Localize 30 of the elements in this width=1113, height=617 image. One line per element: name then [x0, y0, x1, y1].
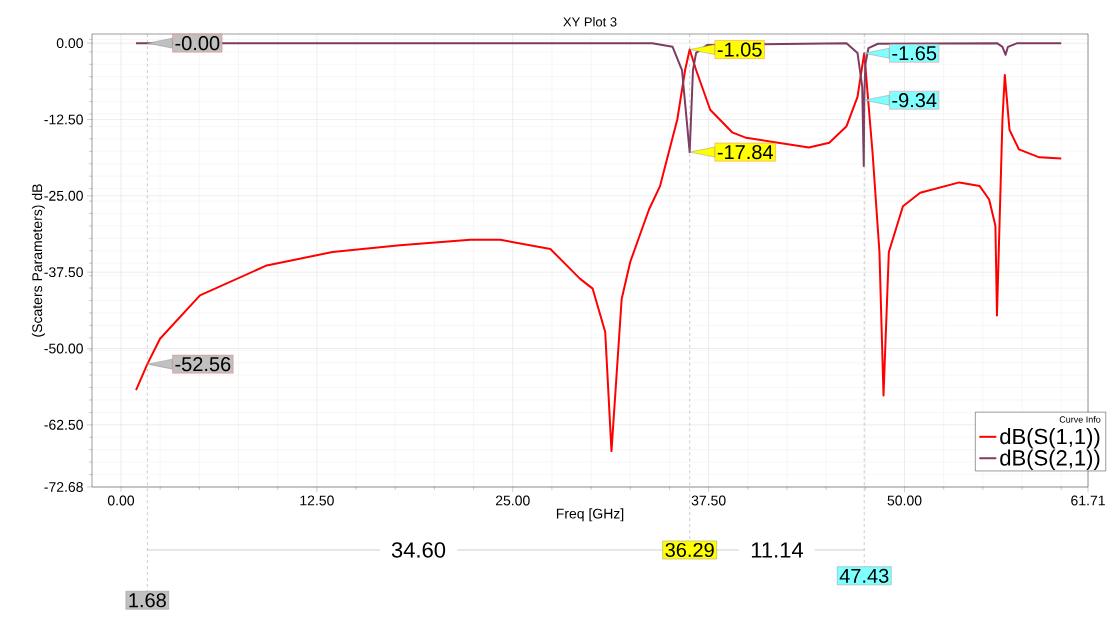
- y-tick-label: -72.68: [44, 482, 83, 492]
- y-tick-label: -50.00: [44, 343, 83, 354]
- annotation: -17.84: [717, 145, 773, 160]
- x-tick-label: 50.00: [887, 495, 922, 506]
- annotation: -52.56: [175, 357, 231, 372]
- legend-label: dB(S(2,1)): [1000, 449, 1100, 471]
- text: 34.60: [391, 542, 446, 558]
- x-axis-title: Freq [GHz]: [556, 508, 624, 522]
- y-tick-label: -12.50: [44, 114, 83, 125]
- annotation: -1.65: [892, 46, 937, 61]
- annotation: -0.00: [175, 36, 220, 51]
- x-tick-label: 0.00: [107, 495, 135, 506]
- ref-line-label: 47.43: [839, 568, 889, 583]
- x-tick-label: 12.50: [300, 495, 334, 506]
- legend-title: Curve Info: [1059, 416, 1101, 423]
- x-tick-label: 25.00: [495, 495, 530, 506]
- x-tick-label: 37.50: [691, 495, 726, 506]
- x-tick-label: 61.71: [1071, 495, 1105, 506]
- y-axis-title: (Scaters Parameters) dB: [31, 184, 45, 337]
- ref-line-label: 1.68: [129, 593, 166, 608]
- chart-title: XY Plot 3: [563, 16, 617, 27]
- annotation: -9.34: [892, 93, 937, 108]
- y-tick-label: -62.50: [44, 419, 83, 430]
- y-tick-label: -37.50: [44, 267, 83, 278]
- annotation: -1.05: [717, 42, 762, 57]
- y-tick-label: 0.00: [56, 38, 83, 49]
- ref-line-label: 36.29: [665, 542, 714, 558]
- legend-label: dB(S(1,1)): [1000, 428, 1100, 449]
- text: 11.14: [751, 542, 804, 558]
- y-tick-label: -25.00: [44, 190, 83, 201]
